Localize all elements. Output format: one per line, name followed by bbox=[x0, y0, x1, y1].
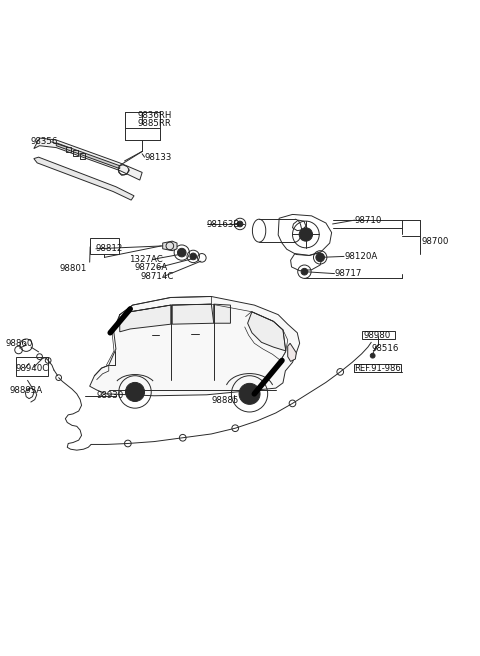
Text: 98717: 98717 bbox=[335, 269, 362, 278]
Text: 9836RH: 9836RH bbox=[137, 111, 172, 120]
Text: 9885RR: 9885RR bbox=[137, 119, 171, 129]
Polygon shape bbox=[56, 143, 120, 169]
Text: 98516: 98516 bbox=[372, 344, 399, 354]
Bar bbox=[66, 147, 71, 152]
Polygon shape bbox=[34, 157, 134, 200]
Text: 98700: 98700 bbox=[421, 237, 449, 245]
Text: 98812: 98812 bbox=[96, 244, 123, 253]
Circle shape bbox=[237, 221, 243, 227]
Circle shape bbox=[239, 383, 260, 404]
Text: 98163B: 98163B bbox=[206, 220, 240, 230]
Polygon shape bbox=[90, 297, 300, 396]
Circle shape bbox=[178, 249, 186, 257]
Polygon shape bbox=[120, 305, 171, 332]
Text: REF.91-986: REF.91-986 bbox=[355, 363, 401, 373]
Bar bbox=[90, 238, 119, 254]
Polygon shape bbox=[214, 304, 230, 323]
Polygon shape bbox=[163, 241, 177, 251]
Circle shape bbox=[370, 354, 375, 358]
Bar bbox=[73, 150, 78, 155]
Text: 98801: 98801 bbox=[60, 264, 87, 274]
Circle shape bbox=[125, 382, 144, 401]
Polygon shape bbox=[172, 304, 214, 324]
Text: 98980: 98980 bbox=[363, 331, 390, 340]
Text: 98133: 98133 bbox=[144, 153, 172, 161]
Circle shape bbox=[301, 268, 308, 275]
Text: 1327AC: 1327AC bbox=[129, 255, 163, 264]
Text: 98860: 98860 bbox=[5, 338, 33, 348]
Text: 98120A: 98120A bbox=[344, 252, 377, 261]
Text: 98356: 98356 bbox=[31, 137, 59, 146]
Text: 98893A: 98893A bbox=[10, 386, 43, 396]
Text: 98714C: 98714C bbox=[141, 272, 174, 281]
Polygon shape bbox=[248, 312, 286, 351]
Bar bbox=[80, 154, 85, 159]
Circle shape bbox=[299, 228, 312, 241]
Text: 98930: 98930 bbox=[97, 391, 124, 400]
Circle shape bbox=[316, 253, 324, 262]
Text: 98940C: 98940C bbox=[16, 364, 49, 373]
Polygon shape bbox=[288, 343, 296, 361]
Polygon shape bbox=[34, 138, 142, 180]
Text: 98726A: 98726A bbox=[134, 263, 168, 272]
Bar bbox=[16, 357, 48, 376]
Bar bbox=[362, 331, 395, 339]
Bar bbox=[354, 364, 401, 372]
Text: 98885: 98885 bbox=[211, 396, 239, 405]
Circle shape bbox=[190, 253, 197, 260]
Text: 98710: 98710 bbox=[355, 216, 382, 224]
